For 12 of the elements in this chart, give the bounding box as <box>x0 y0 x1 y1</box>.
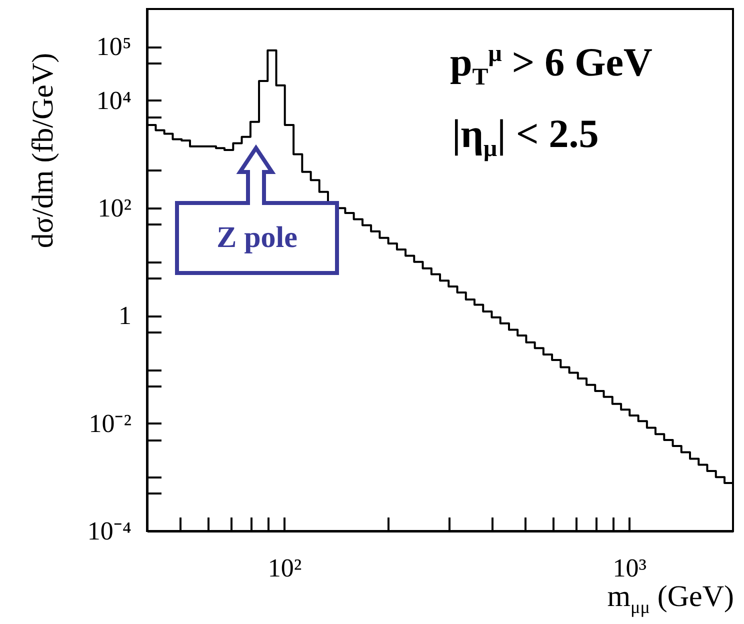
y-tick-label: 1 <box>118 301 132 330</box>
y-tick-label: 10² <box>98 194 132 223</box>
x-axis-title: m$_{μμ}$ (GeV) <box>607 580 734 617</box>
y-tick-label: 10⁵ <box>96 32 132 62</box>
annotation: |η$_{μ}$| < 2.5 <box>452 111 599 162</box>
y-tick-label: 10⁴ <box>96 86 132 115</box>
y-tick-label: 10⁻² <box>88 408 132 438</box>
x-tick-label: 10³ <box>612 554 647 582</box>
y-tick-label: 10⁻⁴ <box>87 516 132 546</box>
y-axis-title: dσ/dm (fb/GeV) <box>26 52 60 248</box>
annotation: Z pole <box>216 221 298 254</box>
annotation: p$_{T}$$^{μ}$ > 6 GeV <box>450 39 652 90</box>
